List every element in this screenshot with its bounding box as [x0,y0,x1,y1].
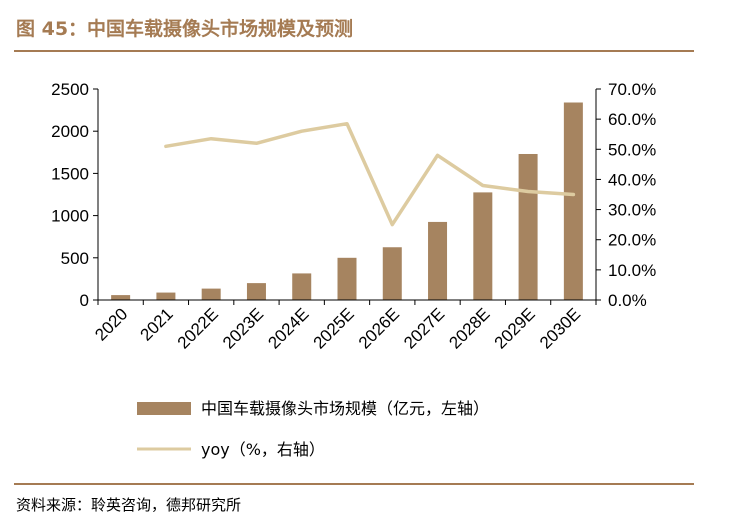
bar-2025E [337,257,357,300]
x-tick-label: 2022E [174,304,222,352]
figure-title: 图 45：中国车载摄像头市场规模及预测 [16,18,354,40]
bar-2026E [382,247,402,300]
x-tick-label: 2021 [137,304,177,344]
left-tick-label: 500 [61,249,89,268]
axes-layer [97,89,597,301]
left-tick-label: 1000 [51,207,89,226]
yoy-line [164,121,576,227]
right-tick-label: 10.0% [608,261,656,280]
right-tick-label: 70.0% [608,80,656,99]
bars-layer [111,102,583,300]
right-tick-label: 50.0% [608,140,656,159]
x-tick-label: 2024E [264,304,312,352]
bar-2028E [473,192,493,300]
bar-2021 [156,292,176,300]
bar-2029E [518,153,538,300]
bar-2024E [292,273,312,300]
x-tick-label: 2023E [219,304,267,352]
x-tick-label: 2030E [536,304,584,352]
bar-2022E [201,288,221,300]
top-rule [14,50,694,52]
legend-bar-swatch [137,402,191,415]
bar-2020 [111,295,131,300]
bar-2027E [428,221,448,300]
left-tick-label: 2500 [51,80,89,99]
right-tick-label: 30.0% [608,201,656,220]
x-tick-label: 2020 [91,304,131,344]
right-tick-label: 0.0% [608,291,647,310]
right-tick-label: 60.0% [608,110,656,129]
legend-line-label: yoy（%，右轴） [201,440,325,459]
x-tick-label: 2026E [355,304,403,352]
left-tick-label: 0 [80,291,89,310]
legend: 中国车载摄像头市场规模（亿元，左轴） yoy（%，右轴） [137,399,489,459]
x-tick-label: 2027E [400,304,448,352]
x-tick-label: 2029E [491,304,539,352]
left-tick-label: 1500 [51,164,89,183]
source-note: 资料来源：聆英咨询，德邦研究所 [16,496,242,514]
bar-2030E [563,102,583,300]
right-tick-label: 20.0% [608,231,656,250]
right-tick-label: 40.0% [608,170,656,189]
x-tick-label: 2025E [310,304,358,352]
line-layer [164,121,576,227]
bar-2023E [246,283,266,300]
legend-bar-label: 中国车载摄像头市场规模（亿元，左轴） [201,399,489,418]
x-tick-label: 2028E [445,304,493,352]
bottom-rule [14,483,694,485]
left-tick-label: 2000 [51,122,89,141]
